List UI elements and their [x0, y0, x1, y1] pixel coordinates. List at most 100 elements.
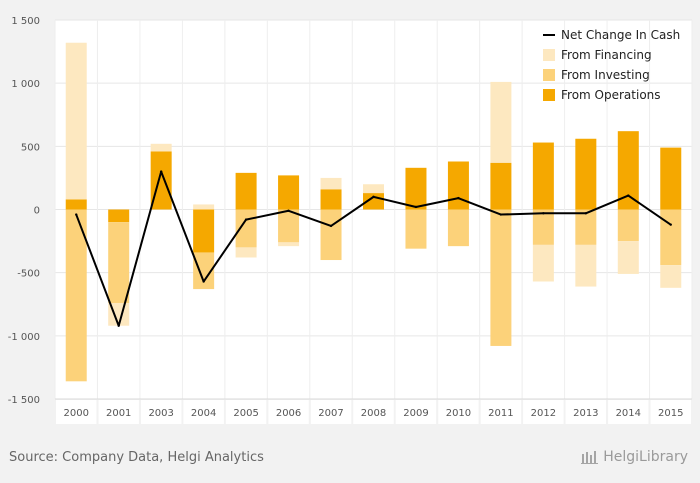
bar-from-investing	[575, 209, 597, 245]
bar-from-operations	[405, 167, 427, 210]
y-tick-label: -1 000	[8, 332, 40, 343]
bar-from-financing	[617, 241, 639, 274]
x-tick-label: 2012	[531, 408, 556, 419]
x-tick-label: 2000	[64, 408, 89, 419]
brand-name: HelgiLibrary	[603, 449, 688, 465]
x-tick-label: 2007	[318, 408, 343, 419]
y-tick-label: -500	[17, 269, 40, 280]
x-tick-label: 2003	[148, 408, 173, 419]
line-point	[117, 324, 120, 327]
bar-from-financing	[660, 265, 682, 288]
y-tick-label: 0	[34, 206, 40, 217]
brand-logo: HelgiLibrary	[581, 449, 688, 465]
bar-from-financing	[575, 244, 597, 287]
legend-label: From Investing	[561, 68, 650, 82]
x-tick-cell	[523, 400, 564, 424]
legend-swatch	[543, 69, 555, 81]
bar-from-operations	[660, 147, 682, 210]
line-point	[244, 218, 248, 221]
line-point	[75, 213, 78, 216]
bar-from-financing	[278, 242, 300, 247]
x-tick-label: 2001	[106, 408, 131, 419]
bar-from-financing	[363, 184, 384, 194]
bar-from-investing	[490, 209, 512, 346]
line-point	[287, 209, 290, 212]
bar-from-investing	[65, 209, 87, 382]
x-tick-cell	[438, 400, 479, 424]
bar-from-investing	[405, 209, 427, 249]
x-tick-label: 2014	[616, 408, 641, 419]
bar-from-investing	[193, 252, 215, 290]
legend-label: Net Change In Cash	[561, 28, 680, 42]
x-tick-cell	[225, 400, 267, 424]
line-point	[542, 212, 545, 215]
bar-from-operations	[193, 209, 215, 253]
bar-from-operations	[108, 209, 130, 223]
x-tick-cell	[183, 400, 224, 424]
x-tick-label: 2006	[276, 408, 301, 419]
bar-from-investing	[447, 209, 469, 247]
bar-from-operations	[490, 162, 512, 210]
bar-from-operations	[575, 138, 597, 210]
x-tick-label: 2008	[361, 408, 386, 419]
source-note: Source: Company Data, Helgi Analytics	[9, 450, 264, 465]
x-tick-cell	[56, 400, 97, 424]
bar-from-investing	[532, 209, 554, 245]
x-tick-cell	[353, 400, 394, 424]
line-point	[457, 196, 460, 200]
y-tick-label: 1 500	[11, 16, 40, 27]
x-tick-cell	[310, 400, 352, 424]
x-tick-label: 2005	[233, 408, 258, 419]
x-tick-cell	[268, 400, 309, 424]
x-tick-cell	[98, 400, 139, 424]
bar-from-operations	[65, 199, 87, 210]
legend-swatch	[543, 89, 555, 101]
x-tick-label: 2015	[658, 408, 683, 419]
line-point	[584, 212, 588, 215]
legend-swatch	[543, 49, 555, 61]
y-tick-label: 1 000	[11, 79, 40, 90]
line-point	[329, 224, 333, 228]
line-point	[159, 170, 163, 173]
chart: -1 500 -1 000 -500 0 500 1 000 1 500 2000 2001 20…	[8, 16, 693, 424]
y-tick-label: -1 500	[8, 395, 40, 406]
x-tick-label: 2013	[573, 408, 598, 419]
x-tick-cell	[395, 400, 437, 424]
bar-from-investing	[278, 209, 300, 243]
bar-from-investing	[320, 209, 342, 261]
bar-from-financing	[490, 81, 512, 163]
y-tick-label: 500	[21, 142, 40, 153]
legend-label: From Operations	[561, 88, 661, 102]
line-point	[669, 223, 672, 226]
x-tick-cell	[140, 400, 182, 424]
bar-from-operations	[532, 142, 554, 210]
bar-from-operations	[617, 131, 639, 210]
bar-from-operations	[447, 161, 469, 210]
x-tick-cell	[480, 400, 522, 424]
line-point	[627, 194, 630, 197]
x-tick-label: 2011	[488, 408, 513, 419]
bar-from-operations	[150, 151, 172, 210]
bar-from-investing	[108, 222, 130, 303]
x-tick-label: 2004	[191, 408, 216, 419]
x-tick-cell	[565, 400, 607, 424]
bar-from-financing	[65, 42, 87, 200]
x-tick-label: 2009	[403, 408, 428, 419]
bar-from-operations	[278, 175, 300, 210]
bar-from-operations	[235, 172, 257, 210]
bar-from-financing	[150, 143, 172, 152]
line-point	[202, 280, 205, 283]
bar-from-investing	[660, 209, 682, 266]
bar-from-investing	[617, 209, 639, 242]
x-tick-label: 2010	[446, 408, 471, 419]
legend-label: From Financing	[561, 48, 652, 62]
bar-from-investing	[235, 209, 257, 248]
bar-from-financing	[193, 204, 215, 210]
line-point	[499, 213, 503, 216]
bar-from-operations	[320, 189, 342, 210]
bar-from-financing	[235, 247, 257, 258]
line-point	[414, 205, 418, 209]
x-tick-cell	[650, 400, 691, 424]
x-tick-cell	[608, 400, 649, 424]
library-icon	[581, 451, 599, 464]
